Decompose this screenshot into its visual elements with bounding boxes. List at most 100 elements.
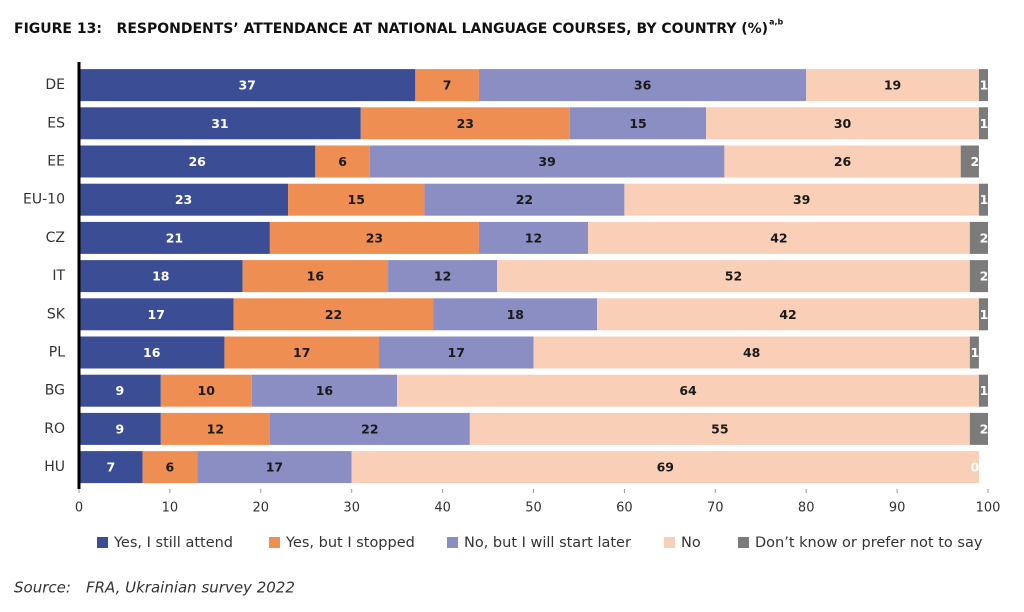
x-tick-label: 100 xyxy=(976,501,1001,516)
bar-segment xyxy=(79,374,161,407)
data-label: 0 xyxy=(971,460,980,475)
legend-label: No, but I will start later xyxy=(464,535,631,551)
legend-label: No xyxy=(681,535,701,551)
bar-segment xyxy=(569,107,707,140)
bar-segment xyxy=(142,451,198,484)
data-label: 22 xyxy=(516,192,533,207)
bar-segment xyxy=(351,451,979,484)
title-superscript: a,b xyxy=(769,18,783,27)
bar-segment xyxy=(224,336,379,369)
y-tick-label: CZ xyxy=(46,230,65,246)
data-label: 26 xyxy=(188,154,206,169)
bar-segment xyxy=(269,221,479,254)
data-label: 17 xyxy=(293,345,310,360)
data-label: 15 xyxy=(629,116,646,131)
data-label: 22 xyxy=(361,421,378,436)
bar-segment xyxy=(315,145,370,178)
bar-segment xyxy=(79,451,143,484)
x-tick-label: 20 xyxy=(253,501,270,516)
bar-segment xyxy=(251,374,398,407)
data-label: 1 xyxy=(980,192,989,207)
x-tick-label: 30 xyxy=(343,501,360,516)
data-label: 69 xyxy=(657,460,674,475)
y-tick-label: PL xyxy=(49,345,65,361)
bar-segment xyxy=(497,260,970,293)
bar-segment xyxy=(233,298,434,331)
bar-segment xyxy=(533,336,970,369)
y-tick-label: ES xyxy=(47,115,65,131)
bar-segment xyxy=(469,412,970,445)
data-label: 1 xyxy=(980,307,989,322)
data-label: 39 xyxy=(793,192,810,207)
data-label: 31 xyxy=(211,116,228,131)
data-label: 16 xyxy=(143,345,161,360)
bar-segment xyxy=(969,412,988,445)
x-tick-label: 90 xyxy=(889,501,906,516)
data-label: 16 xyxy=(307,269,325,284)
bar-segment xyxy=(360,107,570,140)
data-label: 1 xyxy=(980,78,989,93)
bar-segment xyxy=(369,145,725,178)
legend-label: Yes, but I stopped xyxy=(285,535,415,551)
bar-segment xyxy=(706,107,979,140)
data-label: 16 xyxy=(316,383,334,398)
bar-segment xyxy=(397,374,979,407)
y-tick-label: DE xyxy=(45,77,65,93)
data-label: 1 xyxy=(971,345,980,360)
data-label: 18 xyxy=(507,307,524,322)
x-tick-label: 60 xyxy=(616,501,633,516)
data-label: 2 xyxy=(980,269,989,284)
legend-label: Don’t know or prefer not to say xyxy=(755,535,983,551)
bar-segment xyxy=(624,183,979,216)
legend-swatch xyxy=(97,537,108,548)
data-label: 23 xyxy=(175,192,192,207)
bar-segment xyxy=(478,221,589,254)
legend-swatch xyxy=(447,537,458,548)
data-label: 2 xyxy=(980,421,989,436)
y-tick-label: IT xyxy=(52,268,65,284)
x-tick-label: 50 xyxy=(525,501,542,516)
data-label: 15 xyxy=(348,192,365,207)
legend-swatch xyxy=(269,537,280,548)
bar-segment xyxy=(197,451,352,484)
data-label: 37 xyxy=(238,78,255,93)
bar-segment xyxy=(79,107,361,140)
y-tick-label: EE xyxy=(47,154,65,170)
bar-segment xyxy=(978,107,988,140)
bar-segment xyxy=(160,374,252,407)
chart-title: FIGURE 13: RESPONDENTS’ ATTENDANCE AT NA… xyxy=(14,21,768,37)
bar-segment xyxy=(388,260,498,293)
data-label: 30 xyxy=(834,116,852,131)
data-label: 12 xyxy=(525,230,542,245)
legend-label: Yes, I still attend xyxy=(113,535,233,551)
bar-segment xyxy=(79,221,270,254)
data-label: 22 xyxy=(325,307,342,322)
bar-segment xyxy=(79,183,289,216)
y-tick-label: RO xyxy=(44,421,65,437)
bar-segment xyxy=(978,298,988,331)
bar-segment xyxy=(960,145,979,178)
x-tick-label: 0 xyxy=(75,501,83,516)
bar-segment xyxy=(242,260,389,293)
bar-segment xyxy=(79,145,316,178)
bar-segment xyxy=(79,298,234,331)
data-label: 23 xyxy=(366,230,383,245)
y-tick-label: HU xyxy=(44,459,65,475)
x-tick-label: 10 xyxy=(162,501,179,516)
data-label: 42 xyxy=(770,230,787,245)
data-label: 55 xyxy=(711,421,728,436)
data-label: 36 xyxy=(634,78,652,93)
data-label: 23 xyxy=(457,116,474,131)
bar-segment xyxy=(79,260,243,293)
data-label: 18 xyxy=(152,269,169,284)
bar-segment xyxy=(415,69,479,102)
bar-segment xyxy=(588,221,970,254)
bar-segment xyxy=(806,69,979,102)
data-label: 10 xyxy=(198,383,216,398)
data-label: 19 xyxy=(884,78,901,93)
x-tick-label: 70 xyxy=(707,501,724,516)
bar-segment xyxy=(978,183,988,216)
x-tick-label: 80 xyxy=(798,501,815,516)
bar-segment xyxy=(969,336,979,369)
